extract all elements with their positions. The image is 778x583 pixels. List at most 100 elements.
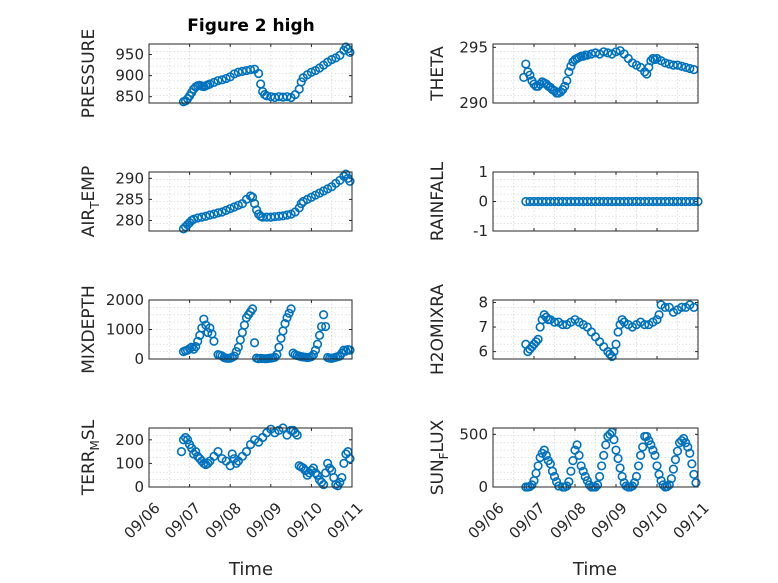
data-point [231, 458, 241, 469]
x-tick-label: 09/10 [283, 499, 326, 542]
data-point [213, 208, 223, 218]
data-point [325, 463, 335, 473]
axes-frame [148, 171, 353, 232]
data-point [197, 212, 207, 222]
data-point [638, 442, 648, 452]
data-point [245, 65, 256, 75]
data-point [660, 58, 670, 68]
data-point [672, 60, 683, 70]
data-point [568, 456, 578, 466]
data-point [560, 81, 570, 91]
data-point [539, 445, 549, 455]
y-tick-label: 285 [115, 190, 144, 208]
x-tick-label: 09/11 [323, 499, 366, 542]
subplot-3: 280 285 290 AIRTEMP [79, 166, 355, 237]
y-tick-label: 2000 [106, 291, 144, 309]
data-point [666, 473, 676, 484]
data-point [213, 76, 223, 86]
data-point [535, 79, 545, 89]
y-tick-label: 290 [459, 94, 488, 112]
data-point [611, 47, 621, 57]
data-point [613, 453, 623, 464]
y-tick-label: 280 [115, 211, 144, 229]
data-point [203, 327, 213, 338]
data-point [646, 440, 656, 450]
x-tick-label: 09/07 [505, 499, 548, 542]
subplot-6: 6 7 8 H2OMIXRA [428, 284, 699, 375]
data-point [314, 330, 325, 341]
data-point [549, 317, 560, 327]
y-axis-label: AIRTEMP [79, 166, 102, 237]
data-point [282, 210, 292, 220]
data-point [676, 302, 687, 312]
data-point [599, 450, 609, 460]
data-point [254, 68, 264, 79]
data-point [337, 472, 347, 483]
data-point [662, 481, 672, 492]
data-point [640, 319, 650, 330]
y-tick-label: 8 [478, 293, 488, 311]
data-point [284, 308, 294, 318]
data-point [631, 471, 642, 482]
data-point [685, 448, 695, 458]
data-point [241, 447, 252, 457]
y-tick-label: 0 [478, 193, 488, 211]
data-point [633, 461, 644, 471]
data-point [635, 450, 646, 460]
x-axis-label-left: Time [228, 559, 273, 580]
y-tick-label: 500 [459, 425, 488, 443]
y-tick-label: 290 [115, 169, 144, 187]
data-point [572, 440, 582, 450]
data-point [592, 480, 603, 490]
axes-frame [148, 427, 353, 488]
subplot-grid: 850 900 950 PRESSURE 290 295 THETA 280 285 290 AIR… [79, 29, 713, 543]
y-tick-label: 1000 [106, 321, 144, 339]
data-point [576, 461, 586, 471]
data-point [189, 214, 199, 224]
y-tick-label: 950 [115, 46, 144, 64]
data-point [599, 47, 609, 57]
subplot-5: 0 1000 2000 MIXDEPTH [79, 285, 355, 374]
data-point [345, 345, 355, 355]
y-axis-label: SUNFLUX [428, 419, 451, 495]
data-point [339, 458, 349, 469]
data-point [247, 304, 258, 314]
y-tick-label: 900 [115, 67, 144, 85]
data-point [652, 315, 662, 325]
data-point [601, 440, 611, 450]
data-point [541, 450, 551, 460]
data-point [199, 314, 209, 324]
figure-title: Figure 2 high [187, 16, 315, 36]
y-tick-label: 100 [115, 454, 144, 472]
data-point [310, 345, 321, 355]
data-point [182, 435, 193, 445]
subplot-2: 290 295 THETA [428, 38, 699, 112]
x-axis-label-right: Time [572, 559, 617, 580]
data-point [178, 435, 189, 445]
y-axis-label: RAINFALL [428, 161, 448, 241]
y-tick-label: 6 [478, 343, 488, 361]
data-point [533, 334, 543, 344]
y-axis-label: TERRMSL [79, 419, 102, 496]
x-tick-label: 09/09 [242, 499, 285, 542]
data-series [178, 42, 355, 107]
data-point [292, 430, 302, 440]
data-point [282, 313, 292, 323]
subplot-1: 850 900 950 PRESSURE [79, 29, 355, 118]
y-axis-label: H2OMIXRA [428, 284, 448, 375]
data-point [308, 349, 319, 360]
data-point [231, 347, 241, 357]
data-point [681, 62, 691, 72]
data-point [237, 66, 247, 76]
y-tick-label: 0 [478, 478, 488, 496]
axes-frame [492, 299, 699, 360]
axes-frame [148, 43, 353, 104]
y-axis-label: THETA [428, 46, 448, 102]
x-tick-label: 09/07 [161, 499, 204, 542]
data-point [205, 323, 215, 333]
data-point [547, 466, 558, 476]
data-point [217, 75, 227, 85]
data-series [176, 423, 355, 491]
data-point [345, 176, 355, 186]
x-tick-label: 09/06 [464, 499, 507, 542]
